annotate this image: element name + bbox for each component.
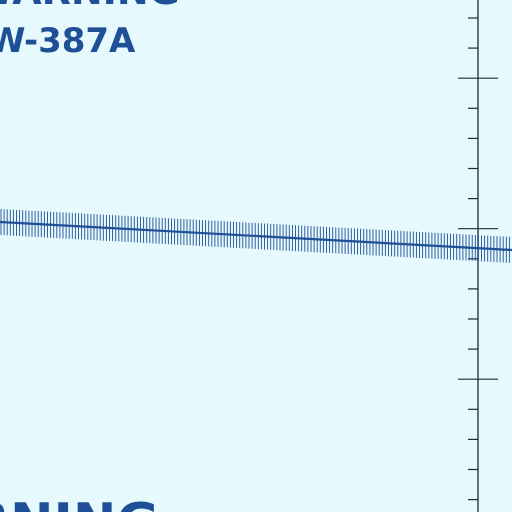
airway: [0, 209, 512, 263]
warning-label: WARNING: [0, 0, 180, 13]
area-label: W-387A: [0, 21, 136, 61]
warning-label: RNING: [0, 493, 159, 512]
tick-group: [458, 17, 498, 501]
airway-centerline: [0, 220, 512, 252]
